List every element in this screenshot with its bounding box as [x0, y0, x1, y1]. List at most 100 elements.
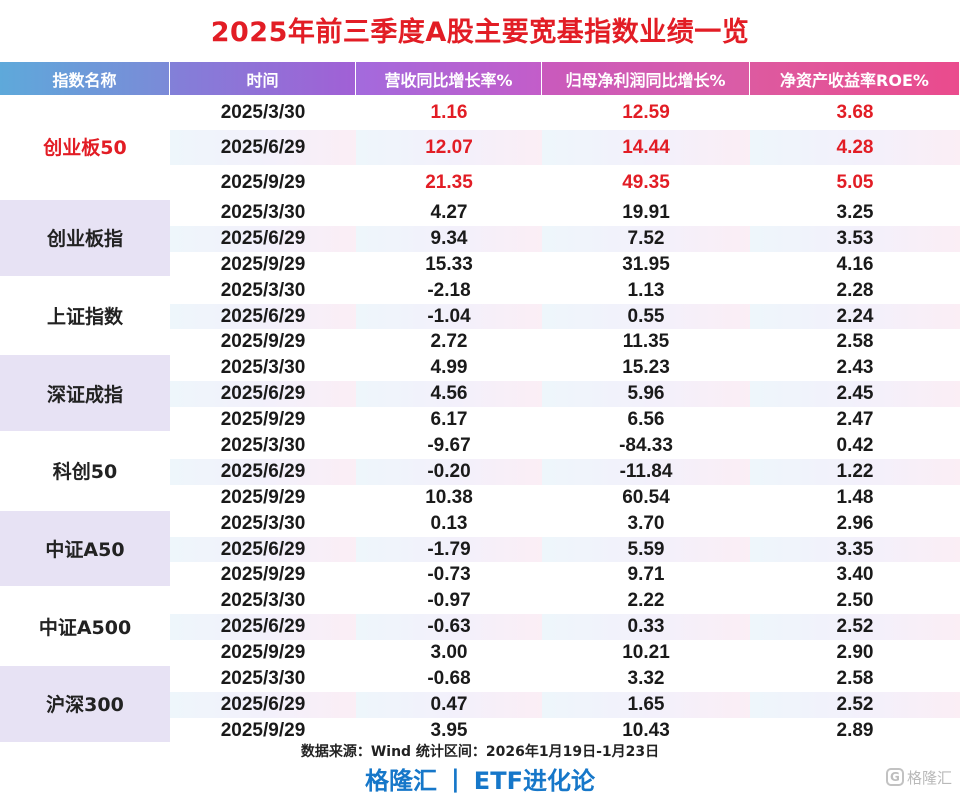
net-profit-growth-cell: -84.33: [619, 434, 673, 456]
date-cell: 2025/6/29: [170, 303, 356, 330]
revenue-growth-cell: -2.18: [427, 279, 471, 301]
index-name-cell: 创业板50: [0, 95, 170, 200]
brand-column-name: ETF进化论: [473, 767, 595, 795]
net-profit-growth-cell: 10.43: [622, 719, 670, 741]
revenue-growth-cell: -0.68: [427, 667, 471, 689]
date-cell: 2025/6/29: [170, 225, 356, 252]
revenue-growth-cell: 1.16: [430, 101, 468, 123]
net-profit-growth-cell: 6.56: [627, 409, 665, 431]
roe-cell: 2.28: [836, 279, 874, 301]
roe-cell: 1.22: [750, 458, 960, 485]
net-profit-growth-cell: 1.65: [542, 691, 750, 718]
roe-cell: 1.48: [836, 486, 874, 508]
revenue-growth-cell: 0.13: [430, 512, 468, 534]
watermark-logo-icon: G: [885, 768, 904, 786]
net-profit-growth-cell: 14.44: [542, 130, 750, 165]
roe-cell: 5.05: [836, 171, 874, 193]
date-cell: 2025/3/30: [220, 512, 306, 534]
column-header-net-profit-growth: 归母净利润同比增长%: [542, 62, 750, 95]
date-cell: 2025/9/29: [220, 719, 306, 741]
net-profit-growth-cell: 9.71: [627, 564, 665, 586]
net-profit-growth-cell: 60.54: [622, 486, 670, 508]
roe-cell: 2.89: [836, 719, 874, 741]
net-profit-growth-cell: 31.95: [622, 253, 670, 275]
date-cell: 2025/9/29: [220, 253, 306, 275]
date-cell: 2025/9/29: [220, 564, 306, 586]
revenue-growth-cell: -1.79: [356, 536, 542, 563]
revenue-growth-cell: 4.99: [430, 357, 468, 379]
index-name-cell: 中证A50: [0, 510, 170, 589]
roe-cell: 2.47: [836, 409, 874, 431]
watermark-text: 格隆汇: [906, 768, 952, 787]
index-name-cell: 科创50: [0, 433, 170, 511]
brand-name: 格隆汇: [365, 767, 438, 795]
date-cell: 2025/6/29: [170, 536, 356, 563]
revenue-growth-cell: -1.04: [356, 303, 542, 330]
revenue-growth-cell: 6.17: [430, 409, 468, 431]
revenue-growth-cell: 10.38: [425, 486, 473, 508]
net-profit-growth-cell: -11.84: [542, 458, 750, 485]
date-cell: 2025/3/30: [220, 357, 306, 379]
revenue-growth-cell: -9.67: [427, 434, 471, 456]
revenue-growth-cell: 12.07: [356, 130, 542, 165]
performance-table: 指数名称 时间 营收同比增长率% 归母净利润同比增长% 净资产收益率ROE% 创…: [0, 62, 960, 744]
brand-line: 格隆汇 | ETF进化论: [0, 762, 960, 796]
date-cell: 2025/6/29: [170, 130, 356, 165]
date-cell: 2025/6/29: [170, 614, 356, 641]
column-header-revenue-growth: 营收同比增长率%: [356, 62, 542, 95]
data-source-note: 数据来源：Wind 统计区间：2026年1月19日-1月23日: [300, 744, 660, 760]
date-cell: 2025/3/30: [220, 667, 306, 689]
net-profit-growth-cell: 11.35: [622, 331, 670, 353]
revenue-growth-cell: 4.27: [430, 201, 468, 223]
net-profit-growth-cell: 10.21: [622, 642, 670, 664]
roe-cell: 2.58: [836, 331, 874, 353]
roe-cell: 2.43: [836, 357, 874, 379]
revenue-growth-cell: 15.33: [425, 253, 473, 275]
net-profit-growth-cell: 19.91: [622, 201, 670, 223]
revenue-growth-cell: 2.72: [430, 331, 468, 353]
roe-cell: 3.53: [750, 225, 960, 252]
index-name-cell: 上证指数: [0, 278, 170, 356]
page-title: 2025年前三季度A股主要宽基指数业绩一览: [210, 16, 750, 48]
revenue-growth-cell: 9.34: [356, 225, 542, 252]
net-profit-growth-cell: 2.22: [627, 590, 665, 612]
revenue-growth-cell: 21.35: [425, 171, 473, 193]
revenue-growth-cell: 3.95: [430, 719, 468, 741]
watermark: G 格隆汇: [885, 766, 952, 788]
date-cell: 2025/9/29: [220, 642, 306, 664]
column-header-roe: 净资产收益率ROE%: [750, 62, 960, 95]
date-cell: 2025/9/29: [220, 171, 306, 193]
index-name-cell: 深证成指: [0, 355, 170, 434]
net-profit-growth-cell: 12.59: [622, 101, 670, 123]
roe-cell: 4.16: [836, 253, 874, 275]
roe-cell: 3.68: [836, 101, 874, 123]
net-profit-growth-cell: 0.33: [542, 614, 750, 641]
date-cell: 2025/6/29: [170, 691, 356, 718]
net-profit-growth-cell: 1.13: [627, 279, 665, 301]
roe-cell: 2.58: [836, 667, 874, 689]
revenue-growth-cell: 3.00: [430, 642, 468, 664]
net-profit-growth-cell: 3.32: [627, 667, 665, 689]
roe-cell: 2.50: [836, 590, 874, 612]
date-cell: 2025/9/29: [220, 409, 306, 431]
column-header-date: 时间: [170, 62, 356, 95]
net-profit-growth-cell: 15.23: [622, 357, 670, 379]
net-profit-growth-cell: 3.70: [627, 512, 665, 534]
net-profit-growth-cell: 49.35: [622, 171, 670, 193]
roe-cell: 3.40: [836, 564, 874, 586]
roe-cell: 2.24: [750, 303, 960, 330]
index-name-cell: 中证A500: [0, 588, 170, 667]
date-cell: 2025/9/29: [220, 486, 306, 508]
date-cell: 2025/3/30: [220, 279, 306, 301]
date-cell: 2025/6/29: [170, 381, 356, 408]
roe-cell: 2.52: [750, 614, 960, 641]
revenue-growth-cell: -0.20: [356, 458, 542, 485]
net-profit-growth-cell: 7.52: [542, 225, 750, 252]
revenue-growth-cell: 0.47: [356, 691, 542, 718]
column-header-index-name: 指数名称: [0, 62, 170, 95]
revenue-growth-cell: -0.97: [427, 590, 471, 612]
index-name-cell: 创业板指: [0, 200, 170, 278]
roe-cell: 2.52: [750, 691, 960, 718]
roe-cell: 2.45: [750, 381, 960, 408]
